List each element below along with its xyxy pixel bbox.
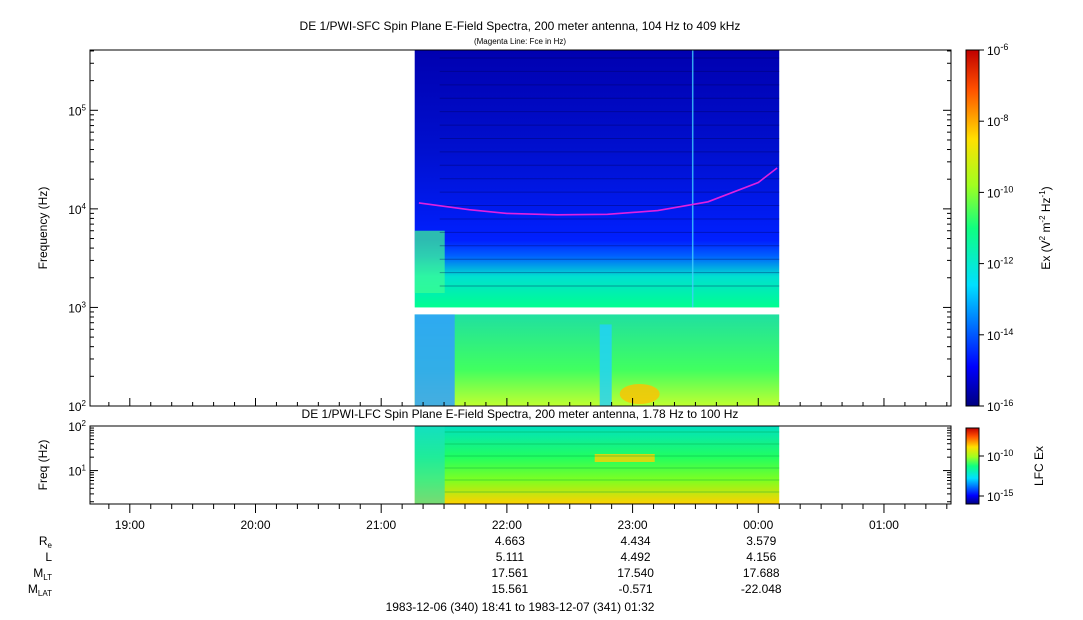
- lfc-y-tick-label: 101: [68, 464, 86, 479]
- ephemeris-value: 4.492: [621, 550, 651, 564]
- sfc-colorbar-tick-label: 10-12: [987, 256, 1013, 272]
- time-tick-label: 22:00: [492, 518, 522, 532]
- ephemeris-value: 15.561: [492, 582, 529, 596]
- time-tick-label: 19:00: [115, 518, 145, 532]
- ephemeris-value: -0.571: [619, 582, 653, 596]
- sfc-band-mid-patch: [414, 230, 445, 294]
- lfc-colorbar-tick-label: 10-10: [987, 448, 1013, 464]
- time-tick-label: 01:00: [869, 518, 899, 532]
- ephemeris-table: Re 4.663 4.434 3.579 L 5.111 4.492 4.156 MLT 17.5…: [28, 534, 782, 598]
- ephemeris-value: 4.434: [621, 534, 651, 548]
- lfc-band: [414, 426, 780, 504]
- sfc-colorbar-tick-label: 10-6: [987, 42, 1008, 58]
- lfc-colorbar-ticks: 10-10 10-15: [979, 448, 1013, 504]
- sfc-colorbar: [966, 50, 979, 406]
- sfc-y-label: Frequency (Hz): [36, 187, 50, 270]
- sfc-band-low: [414, 314, 780, 406]
- sfc-colorbar-ticks: 10-6 10-8 10-10 10-12 10-14 10-16: [979, 42, 1013, 414]
- time-range-footer: 1983-12-06 (340) 18:41 to 1983-12-07 (34…: [386, 600, 655, 614]
- sfc-title: DE 1/PWI-SFC Spin Plane E-Field Spectra,…: [300, 19, 741, 33]
- sfc-colorbar-label: Ex (V2 m-2 Hz-1): [1038, 186, 1053, 269]
- ephemeris-row-label: MLAT: [28, 582, 52, 598]
- ephemeris-row-label: L: [45, 550, 52, 564]
- sfc-plot-frame: [89, 49, 952, 407]
- ephemeris-row-label: Re: [39, 534, 53, 550]
- lfc-band-edge: [414, 426, 445, 504]
- sfc-band-low-stripe: [599, 324, 612, 406]
- sfc-colorbar-tick-label: 10-8: [987, 113, 1008, 129]
- ephemeris-value: 17.561: [492, 566, 529, 580]
- sfc-band-high: [414, 50, 780, 308]
- lfc-colorbar-frame: [965, 427, 980, 505]
- sfc-colorbar-tick-label: 10-14: [987, 327, 1013, 343]
- sfc-y-tick-label: 103: [68, 300, 86, 315]
- lfc-y-label: Freq (Hz): [36, 440, 50, 491]
- fce-line: [418, 167, 778, 216]
- sfc-y-tick-label: 102: [68, 399, 86, 414]
- sfc-y-axis: 102 103 104 105: [68, 50, 951, 414]
- sfc-colorbar-frame: [965, 49, 980, 407]
- ephemeris-value: 17.540: [617, 566, 654, 580]
- lfc-spectrogram: [414, 426, 780, 504]
- ephemeris-value: 17.688: [743, 566, 780, 580]
- ephemeris-value: 4.663: [495, 534, 525, 548]
- ephemeris-row-label: MLT: [33, 566, 52, 582]
- lfc-colorbar: [966, 428, 979, 504]
- sfc-spectrogram: [414, 50, 780, 406]
- ephemeris-value: 4.156: [746, 550, 776, 564]
- lfc-title: DE 1/PWI-LFC Spin Plane E-Field Spectra,…: [302, 407, 739, 421]
- sfc-band-low-edge: [414, 314, 455, 406]
- time-tick-label: 20:00: [240, 518, 270, 532]
- lfc-band-spot: [594, 454, 655, 462]
- time-tick-label: 23:00: [618, 518, 648, 532]
- ephemeris-value: 3.579: [746, 534, 776, 548]
- sfc-subtitle: (Magenta Line: Fce in Hz): [474, 37, 566, 46]
- sfc-colorbar-tick-label: 10-16: [987, 398, 1013, 414]
- lfc-colorbar-label: LFC Ex: [1032, 446, 1046, 486]
- sfc-colorbar-tick-label: 10-10: [987, 184, 1013, 200]
- lfc-y-tick-label: 102: [68, 419, 86, 434]
- lfc-colorbar-tick-label: 10-15: [987, 488, 1013, 504]
- ephemeris-value: 5.111: [496, 550, 525, 564]
- time-tick-label: 21:00: [366, 518, 396, 532]
- lfc-y-axis: 101 102: [68, 419, 951, 503]
- sfc-band-low-spot: [619, 384, 660, 404]
- lfc-plot-frame: [89, 425, 952, 505]
- ephemeris-value: -22.048: [741, 582, 782, 596]
- time-tick-label: 00:00: [743, 518, 773, 532]
- sfc-y-tick-label: 104: [68, 202, 86, 217]
- sfc-y-tick-label: 105: [68, 103, 86, 118]
- time-axis: 19:00 20:00 21:00 22:00 23:00 00:00 01:00: [108, 398, 948, 532]
